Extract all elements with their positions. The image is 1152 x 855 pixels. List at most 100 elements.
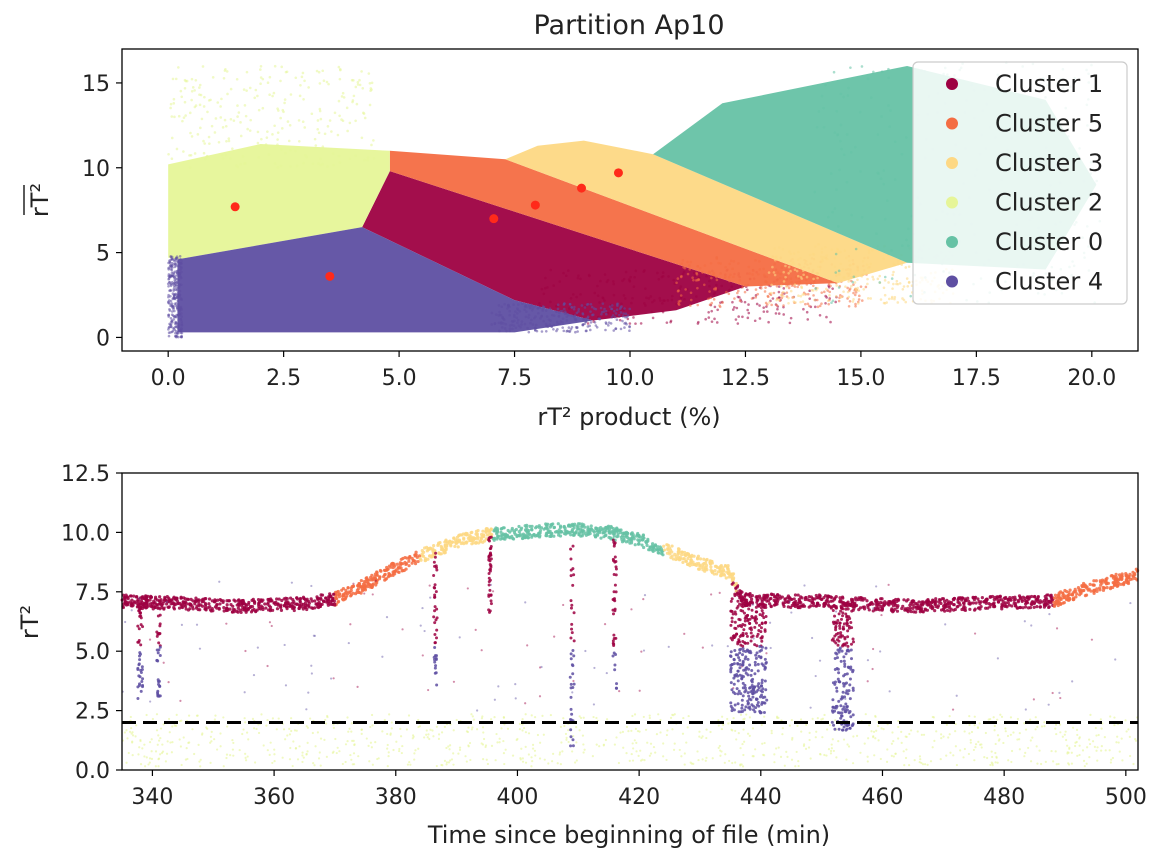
cluster-point <box>264 143 268 146</box>
time-point <box>167 605 171 609</box>
time-point <box>952 598 956 602</box>
cluster-point <box>764 280 767 283</box>
legend-label: Cluster 1 <box>995 70 1103 98</box>
time-point <box>659 731 662 734</box>
time-point <box>894 752 897 755</box>
time-point <box>1038 605 1042 609</box>
cluster-point <box>891 273 895 277</box>
time-point <box>301 754 304 757</box>
time-point <box>435 725 438 728</box>
cluster-point <box>891 287 894 290</box>
cluster-point <box>579 277 582 281</box>
time-point <box>1079 590 1083 594</box>
time-point <box>942 735 945 738</box>
cluster-point <box>566 312 570 316</box>
time-point <box>341 762 344 766</box>
time-point <box>921 610 925 614</box>
time-point <box>141 747 144 750</box>
time-point <box>871 609 875 613</box>
time-point <box>829 752 833 755</box>
time-point <box>251 717 255 720</box>
cluster-point <box>178 264 181 268</box>
time-point <box>555 529 559 534</box>
cluster-point <box>799 256 802 260</box>
time-point <box>187 714 191 717</box>
time-point <box>838 596 842 600</box>
cluster-point <box>818 304 822 308</box>
time-point <box>253 600 257 604</box>
cluster-point <box>173 270 177 274</box>
time-point <box>1113 716 1116 719</box>
cluster-region <box>389 150 838 287</box>
time-point <box>196 714 199 717</box>
cluster-point <box>533 329 537 332</box>
time-point <box>866 760 869 763</box>
cluster-point <box>576 330 579 333</box>
cluster-point <box>836 133 840 136</box>
time-point <box>1088 755 1091 759</box>
cluster-point <box>634 269 638 273</box>
centroid-point <box>230 202 240 212</box>
time-point <box>260 599 264 603</box>
time-point <box>397 566 402 570</box>
time-point <box>1128 754 1132 758</box>
cluster-point <box>905 277 909 280</box>
time-point <box>827 748 831 751</box>
time-point <box>411 734 415 737</box>
cluster-point <box>515 316 518 320</box>
time-point <box>425 733 428 736</box>
time-point <box>648 545 653 549</box>
cluster-point <box>771 265 774 269</box>
time-point <box>189 597 193 601</box>
cluster-point <box>525 310 528 313</box>
time-point <box>176 601 180 605</box>
cluster-point <box>907 280 911 284</box>
cluster-point <box>778 296 781 299</box>
time-point <box>1076 754 1079 757</box>
cluster-point <box>570 314 574 317</box>
time-point <box>1100 727 1103 730</box>
time-point <box>659 718 662 722</box>
cluster-point <box>493 322 497 325</box>
time-point <box>973 759 976 762</box>
cluster-point <box>813 245 817 248</box>
time-point <box>1016 600 1020 604</box>
cluster-point <box>294 149 297 153</box>
cluster-point <box>338 77 342 81</box>
cluster-point <box>833 256 837 260</box>
cluster-point <box>236 115 239 118</box>
time-point <box>432 735 435 738</box>
cluster-point <box>216 101 220 104</box>
cluster-point <box>691 276 694 280</box>
time-point <box>209 735 213 738</box>
cluster-point <box>318 109 322 113</box>
time-point <box>238 600 242 605</box>
time-point <box>331 592 336 596</box>
time-point <box>336 599 341 604</box>
time-point <box>127 751 130 755</box>
time-point <box>669 716 673 720</box>
cluster-point <box>178 306 181 309</box>
cluster-point <box>834 294 838 298</box>
time-point <box>229 754 232 757</box>
time-point <box>1091 740 1095 743</box>
time-point <box>530 535 534 539</box>
time-point <box>819 753 822 756</box>
time-point <box>1056 603 1060 608</box>
cluster-point <box>520 320 524 323</box>
cluster-point <box>562 303 566 307</box>
time-point <box>162 599 166 604</box>
cluster-point <box>295 164 299 168</box>
cluster-point <box>167 152 170 156</box>
time-point <box>754 748 757 751</box>
cluster-point <box>328 119 332 122</box>
time-point <box>839 600 843 604</box>
time-point <box>773 753 776 756</box>
cluster-point <box>327 82 330 86</box>
cluster-point <box>500 326 504 329</box>
time-point <box>243 607 248 612</box>
cluster-point <box>519 325 522 329</box>
cluster-point <box>775 257 779 261</box>
cluster-point <box>534 323 538 327</box>
time-point <box>1018 596 1022 601</box>
